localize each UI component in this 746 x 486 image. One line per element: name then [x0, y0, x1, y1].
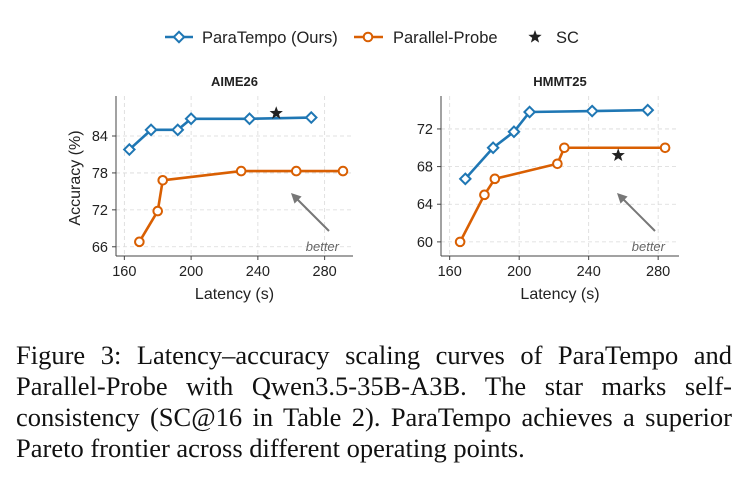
legend-label-parallel-probe: Parallel-Probe: [393, 29, 498, 47]
chart-hmmt25: 160 200 240 280 60 64 68 72 HMMT25 Latency (s) bet…: [417, 74, 679, 303]
chart-aime26: 160 200 240 280 66 72 78 84 AIME26 Latency (s) Acc…: [67, 74, 353, 303]
better-label: better: [632, 239, 666, 254]
legend-label-paratempo-ours: ParaTempo (Ours): [202, 29, 338, 47]
data-point-paratempo-ours: [507, 125, 521, 139]
data-point-parallel-probe: [337, 165, 349, 177]
data-point-paratempo-ours: [585, 104, 599, 118]
x-tick-label: 200: [179, 264, 203, 280]
better-arrow-head: [291, 193, 302, 204]
x-tick-label: 280: [313, 264, 337, 280]
data-point-paratempo-ours: [171, 123, 185, 137]
better-arrow-shaft: [621, 197, 656, 232]
better-arrow-head: [617, 193, 628, 204]
data-point-paratempo-ours: [641, 103, 655, 117]
legend-marker-parallel-probe: [362, 31, 374, 43]
data-point-parallel-probe: [552, 158, 563, 170]
y-tick-label: 60: [417, 235, 433, 251]
legend-marker-paratempo-ours: [172, 30, 186, 44]
x-tick-label: 280: [646, 264, 670, 280]
y-axis-label: Accuracy (%): [67, 130, 84, 225]
x-axis-label: Latency (s): [195, 286, 274, 303]
x-tick-label: 160: [438, 264, 462, 280]
y-tick-label: 78: [92, 166, 108, 182]
y-tick-label: 66: [92, 240, 108, 256]
legend-label-sc: SC: [556, 29, 579, 47]
y-tick-label: 72: [417, 122, 433, 138]
data-point-parallel-probe: [235, 165, 247, 177]
data-point-parallel-probe: [290, 165, 302, 177]
data-point-parallel-probe: [489, 173, 501, 185]
x-tick-label: 240: [577, 264, 601, 280]
data-point-paratempo-ours: [522, 105, 537, 119]
data-point-sc: [611, 148, 625, 161]
chart-title: AIME26: [211, 74, 258, 89]
y-tick-label: 72: [92, 203, 108, 219]
x-tick-label: 200: [507, 264, 531, 280]
chart-title: HMMT25: [533, 74, 586, 89]
data-point-paratempo-ours: [184, 112, 198, 126]
series-line-paratempo-ours: [128, 116, 312, 151]
figure-caption: Figure 3: Latency–accuracy scaling curve…: [16, 340, 732, 463]
data-point-paratempo-ours: [458, 172, 472, 186]
series-line-paratempo-ours: [464, 108, 648, 180]
figure: ParaTempo (Ours) Parallel-Probe SC 160 200 2…: [67, 29, 679, 303]
better-label: better: [306, 239, 340, 254]
data-point-paratempo-ours: [486, 141, 500, 155]
data-point-parallel-probe: [134, 236, 145, 248]
data-point-parallel-probe: [559, 142, 570, 154]
y-tick-label: 84: [92, 129, 108, 145]
data-point-paratempo-ours: [242, 112, 257, 126]
x-tick-label: 240: [246, 264, 270, 280]
data-point-paratempo-ours: [144, 123, 158, 137]
data-point-parallel-probe: [152, 205, 164, 217]
data-point-parallel-probe: [157, 175, 169, 186]
x-axis-label: Latency (s): [520, 286, 599, 303]
series-line-parallel-probe: [458, 146, 666, 243]
better-arrow-shaft: [295, 197, 330, 232]
data-point-parallel-probe: [659, 142, 671, 154]
x-tick-label: 160: [112, 264, 136, 280]
series-line-parallel-probe: [138, 169, 343, 243]
y-tick-label: 64: [417, 197, 433, 213]
data-point-paratempo-ours: [122, 142, 136, 157]
y-tick-label: 68: [417, 160, 433, 176]
legend: ParaTempo (Ours) Parallel-Probe SC: [165, 29, 579, 47]
data-point-paratempo-ours: [304, 110, 318, 125]
legend-marker-sc: [528, 30, 542, 43]
data-point-sc: [269, 106, 283, 119]
data-point-parallel-probe: [454, 236, 466, 248]
data-point-parallel-probe: [479, 189, 490, 201]
